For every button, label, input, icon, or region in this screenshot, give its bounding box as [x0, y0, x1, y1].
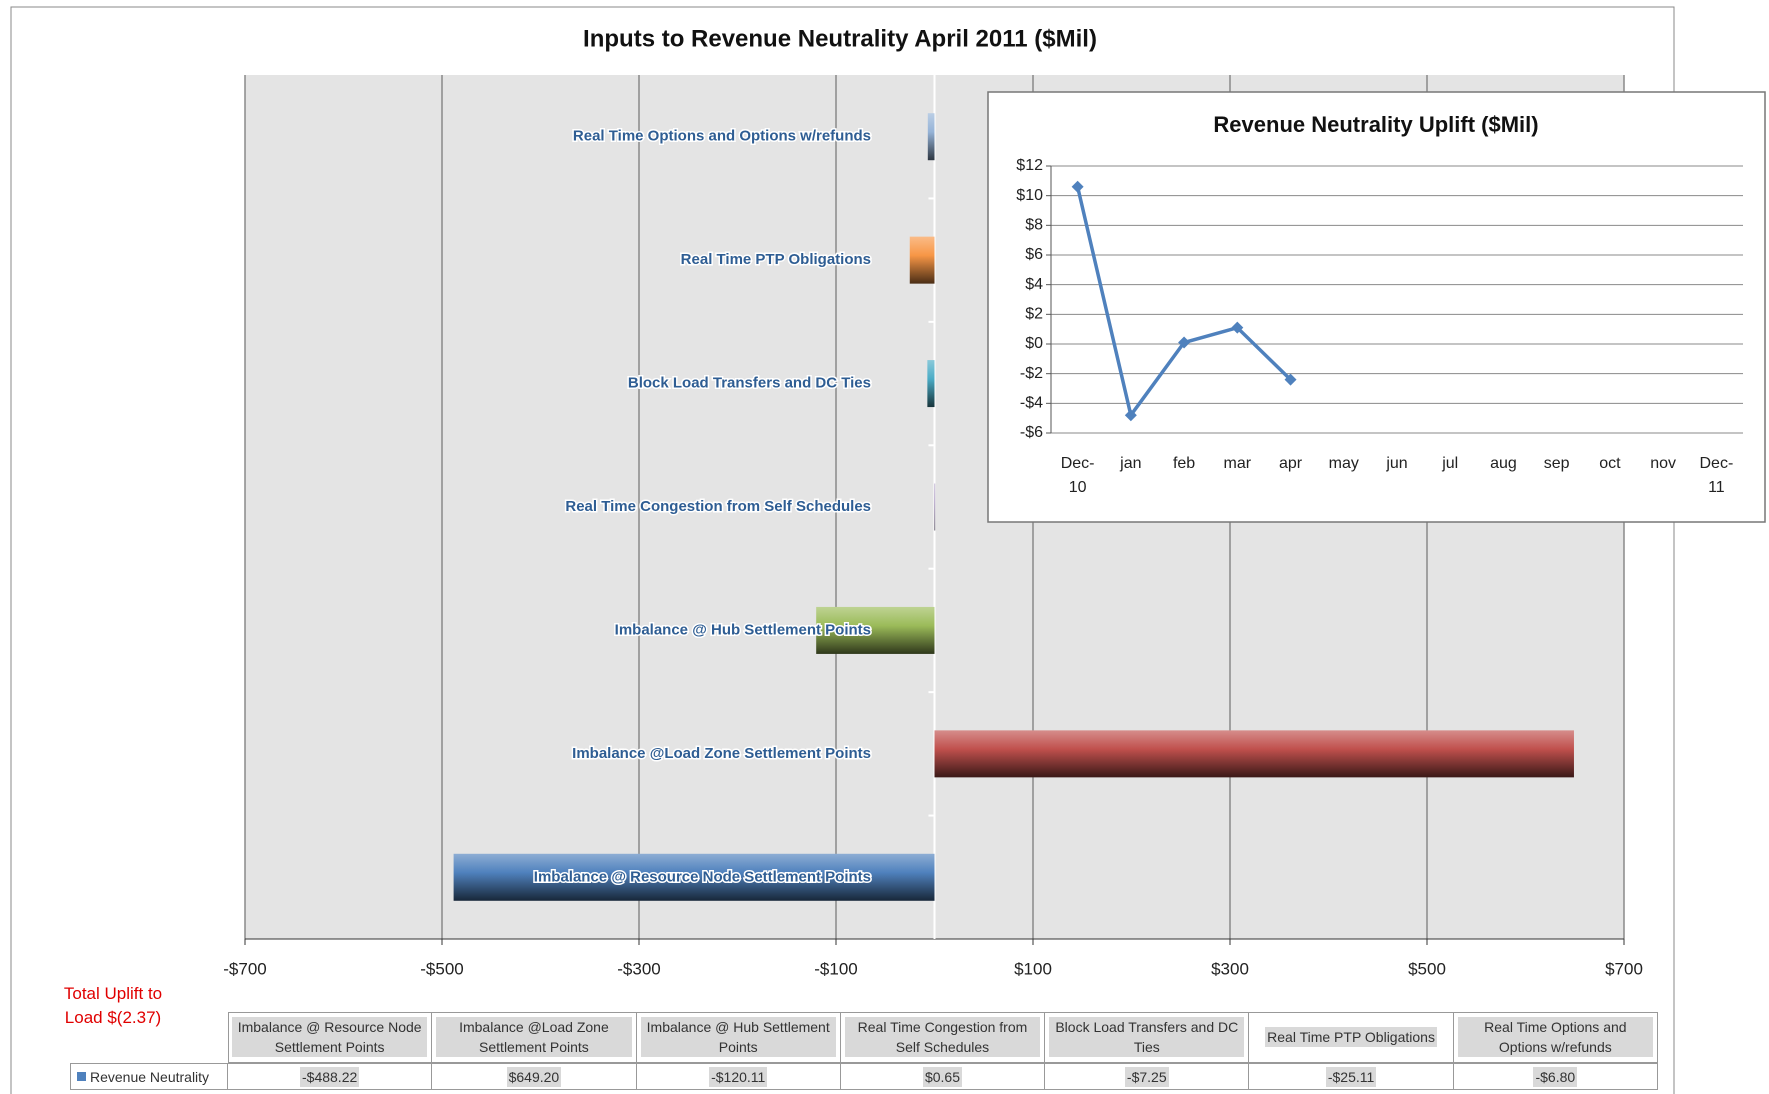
- table-header: Block Load Transfers and DC Ties: [1045, 1012, 1250, 1063]
- table-value-text: $0.65: [922, 1066, 962, 1087]
- x-tick-label: jun: [1386, 455, 1408, 472]
- chart-title: Inputs to Revenue Neutrality April 2011 …: [583, 25, 1097, 52]
- table-header-text: Real Time Options and Options w/refunds: [1457, 1017, 1653, 1057]
- x-tick-label: may: [1328, 455, 1359, 472]
- y-tick-label: $4: [1025, 276, 1043, 293]
- x-tick-label: nov: [1650, 455, 1677, 472]
- bar: [927, 113, 935, 161]
- x-tick-label: Dec-10: [1060, 455, 1095, 496]
- x-tick-label: -$300: [617, 959, 660, 978]
- bar: [453, 853, 935, 901]
- table-value-text: -$120.11: [709, 1066, 768, 1087]
- table-header: Imbalance @ Hub Settlement Points: [636, 1012, 841, 1063]
- table-value-text: -$25.11: [1325, 1066, 1377, 1087]
- x-tick-label: $300: [1211, 959, 1249, 978]
- x-tick-label: $500: [1408, 959, 1446, 978]
- x-tick-label: jan: [1120, 455, 1142, 472]
- category-label: Real Time PTP Obligations: [681, 251, 871, 268]
- table-value: -$120.11: [636, 1063, 841, 1090]
- table-value: $0.65: [840, 1063, 1046, 1090]
- x-tick-label: feb: [1172, 455, 1196, 472]
- table-header: Real Time Options and Options w/refunds: [1453, 1012, 1658, 1063]
- inset-frame: [987, 91, 1766, 523]
- bar: [934, 730, 1574, 778]
- category-label: Block Load Transfers and DC Ties: [628, 375, 871, 392]
- table-header-text: Imbalance @ Hub Settlement Points: [640, 1017, 836, 1057]
- category-label: Real Time Congestion from Self Schedules: [565, 498, 871, 515]
- x-tick-label: aug: [1490, 455, 1517, 472]
- category-label: Imbalance @ Resource Node Settlement Poi…: [534, 868, 871, 885]
- x-tick-label: $700: [1605, 959, 1643, 978]
- bar: [927, 360, 935, 408]
- table-header-text: Block Load Transfers and DC Ties: [1049, 1017, 1245, 1057]
- x-tick-label: Dec-11: [1699, 455, 1734, 496]
- y-tick-label: $10: [1016, 187, 1043, 204]
- table-header: Imbalance @ Resource Node Settlement Poi…: [228, 1012, 433, 1063]
- category-label: Imbalance @ Hub Settlement Points: [615, 621, 871, 638]
- table-border: [228, 1012, 1658, 1063]
- y-tick-label: $8: [1025, 217, 1043, 234]
- y-tick-label: $0: [1025, 335, 1043, 352]
- bar: [816, 606, 935, 654]
- table-header-text: Real Time PTP Obligations: [1265, 1027, 1437, 1047]
- table-value-text: $649.20: [506, 1066, 562, 1087]
- x-tick-label: jul: [1442, 455, 1459, 472]
- bar: [934, 483, 936, 531]
- x-tick-label: -$100: [814, 959, 857, 978]
- table-row-header: Revenue Neutrality: [70, 1063, 228, 1090]
- category-label: Real Time Options and Options w/refunds: [573, 128, 871, 145]
- x-tick-label: -$700: [223, 959, 266, 978]
- table-header: Real Time Congestion from Self Schedules: [840, 1012, 1046, 1063]
- table-value-text: -$6.80: [1533, 1066, 1578, 1087]
- table-value-text: -$7.25: [1124, 1066, 1169, 1087]
- table-value: -$25.11: [1249, 1063, 1454, 1090]
- point: [1178, 336, 1191, 349]
- inset-title: Revenue Neutrality Uplift ($Mil): [1213, 112, 1538, 137]
- point: [1284, 373, 1297, 386]
- table-header-text: Real Time Congestion from Self Schedules: [844, 1017, 1041, 1057]
- table-value: -$488.22: [228, 1063, 433, 1090]
- x-tick-label: -$500: [420, 959, 463, 978]
- table-value-text: -$488.22: [300, 1066, 360, 1087]
- annotation: Total Uplift to Load $(2.37): [63, 984, 163, 1027]
- y-tick-label: $12: [1016, 157, 1043, 174]
- table-value: -$6.80: [1453, 1063, 1658, 1090]
- x-tick-label: apr: [1278, 455, 1303, 472]
- y-tick-label: -$4: [1020, 395, 1043, 412]
- x-tick-label: $100: [1014, 959, 1052, 978]
- table-header: Imbalance @Load Zone Settlement Points: [432, 1012, 637, 1063]
- table-value: $649.20: [432, 1063, 637, 1090]
- table-header-text: Imbalance @Load Zone Settlement Points: [436, 1017, 632, 1057]
- table-header-text: Imbalance @ Resource Node Settlement Poi…: [232, 1017, 428, 1057]
- y-tick-label: $2: [1025, 306, 1043, 323]
- table-header: Real Time PTP Obligations: [1249, 1012, 1454, 1063]
- bar: [909, 236, 935, 284]
- point: [1124, 409, 1137, 422]
- y-tick-label: -$6: [1020, 424, 1043, 441]
- x-tick-label: mar: [1223, 455, 1252, 472]
- point: [1071, 180, 1084, 193]
- legend-label: Revenue Neutrality: [90, 1068, 210, 1085]
- y-tick-label: $6: [1025, 246, 1043, 263]
- x-tick-label: sep: [1543, 455, 1570, 472]
- table-value: -$7.25: [1045, 1063, 1250, 1090]
- legend-key: [77, 1072, 86, 1081]
- category-label: Imbalance @Load Zone Settlement Points: [572, 745, 871, 762]
- point: [1231, 321, 1244, 334]
- x-tick-label: oct: [1599, 455, 1621, 472]
- y-tick-label: -$2: [1020, 365, 1043, 382]
